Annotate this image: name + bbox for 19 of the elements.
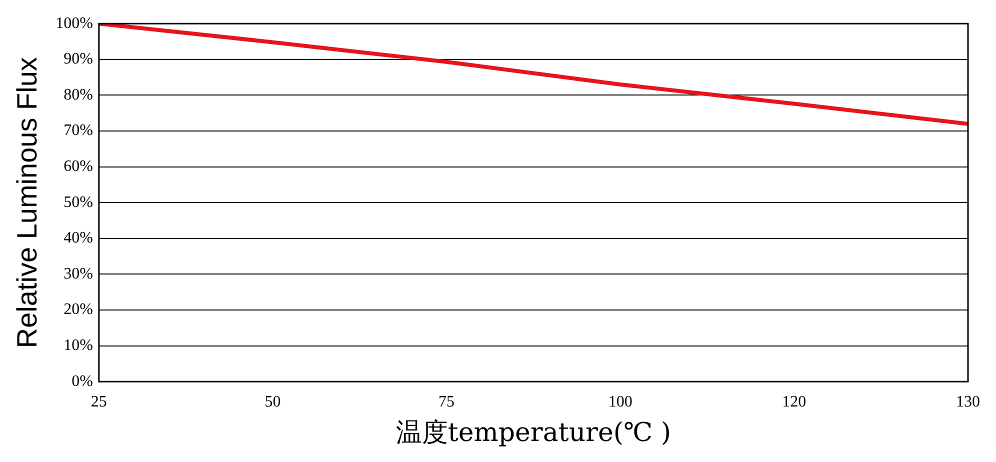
y-tick-label: 70% bbox=[64, 122, 93, 140]
x-tick-label: 100 bbox=[608, 393, 632, 410]
x-tick-label: 120 bbox=[782, 393, 806, 410]
y-axis-title: Relative Luminous Flux bbox=[12, 57, 43, 348]
x-tick-label: 130 bbox=[956, 393, 980, 410]
y-tick-label: 60% bbox=[64, 158, 93, 176]
y-tick-label: 20% bbox=[64, 301, 93, 318]
y-tick-label: 100% bbox=[56, 14, 93, 32]
y-tick-label: 10% bbox=[64, 337, 93, 354]
x-tick-label: 50 bbox=[264, 393, 281, 410]
y-tick-label: 90% bbox=[64, 50, 93, 68]
y-tick-label: 40% bbox=[64, 230, 93, 247]
x-axis-title: 温度temperature(℃ ) bbox=[396, 418, 672, 448]
y-tick-label: 50% bbox=[64, 194, 93, 211]
y-tick-label: 0% bbox=[72, 372, 93, 390]
x-tick-label: 25 bbox=[90, 393, 107, 410]
x-tick-label: 75 bbox=[438, 393, 455, 410]
y-tick-label: 80% bbox=[64, 86, 93, 104]
y-tick-label: 30% bbox=[64, 265, 93, 282]
